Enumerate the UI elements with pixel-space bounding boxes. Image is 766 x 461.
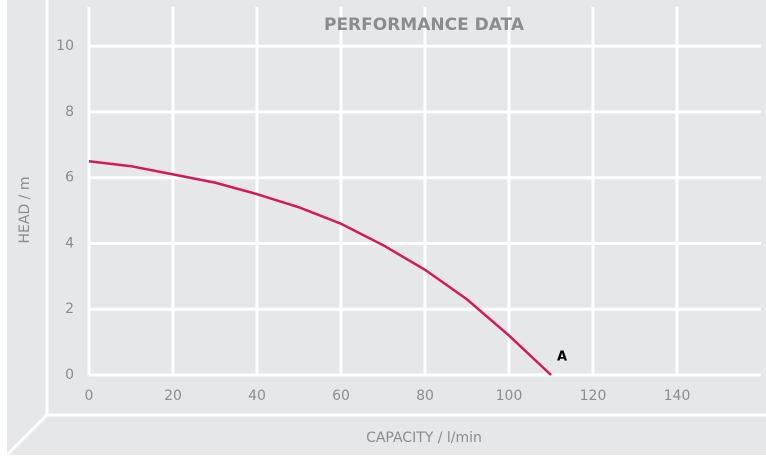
- y-tick-label: 4: [65, 235, 74, 251]
- x-tick-label: 40: [248, 388, 266, 404]
- y-tick-label: 2: [65, 301, 74, 317]
- x-tick-label: 120: [580, 388, 607, 404]
- y-tick-label: 8: [65, 104, 74, 120]
- x-tick-label: 140: [664, 388, 691, 404]
- x-tick-label: 100: [496, 388, 523, 404]
- x-axis-label: CAPACITY / l/min: [366, 430, 482, 446]
- curve-label: A: [557, 350, 567, 365]
- y-tick-label: 6: [65, 170, 74, 186]
- x-tick-label: 0: [85, 388, 94, 404]
- y-tick-label: 10: [56, 38, 74, 54]
- x-tick-label: 20: [164, 388, 182, 404]
- curve: [88, 160, 552, 376]
- chart-background: [7, 0, 766, 455]
- chart-title: PERFORMANCE DATA: [324, 15, 525, 35]
- x-tick-label: 80: [416, 388, 434, 404]
- grid: [87, 6, 761, 377]
- corner-edge: [5, 413, 49, 457]
- y-tick-label: 0: [65, 367, 74, 383]
- x-tick-label: 60: [332, 388, 350, 404]
- y-axis-label: HEAD / m: [17, 177, 33, 244]
